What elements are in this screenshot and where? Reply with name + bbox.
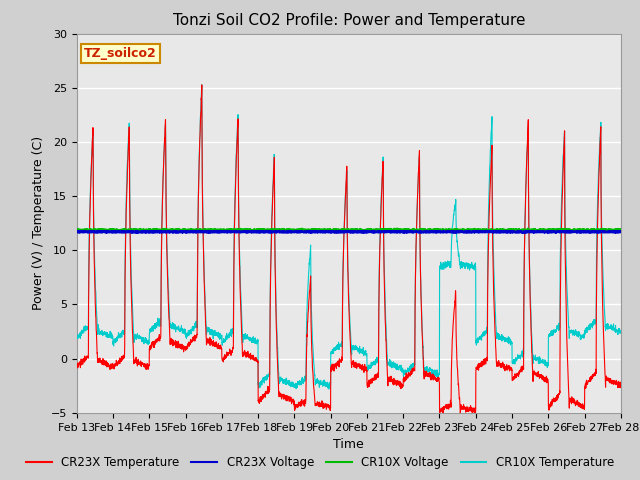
X-axis label: Time: Time <box>333 438 364 451</box>
Y-axis label: Power (V) / Temperature (C): Power (V) / Temperature (C) <box>32 136 45 310</box>
Legend: CR23X Temperature, CR23X Voltage, CR10X Voltage, CR10X Temperature: CR23X Temperature, CR23X Voltage, CR10X … <box>21 452 619 474</box>
Title: Tonzi Soil CO2 Profile: Power and Temperature: Tonzi Soil CO2 Profile: Power and Temper… <box>173 13 525 28</box>
Text: TZ_soilco2: TZ_soilco2 <box>84 47 157 60</box>
